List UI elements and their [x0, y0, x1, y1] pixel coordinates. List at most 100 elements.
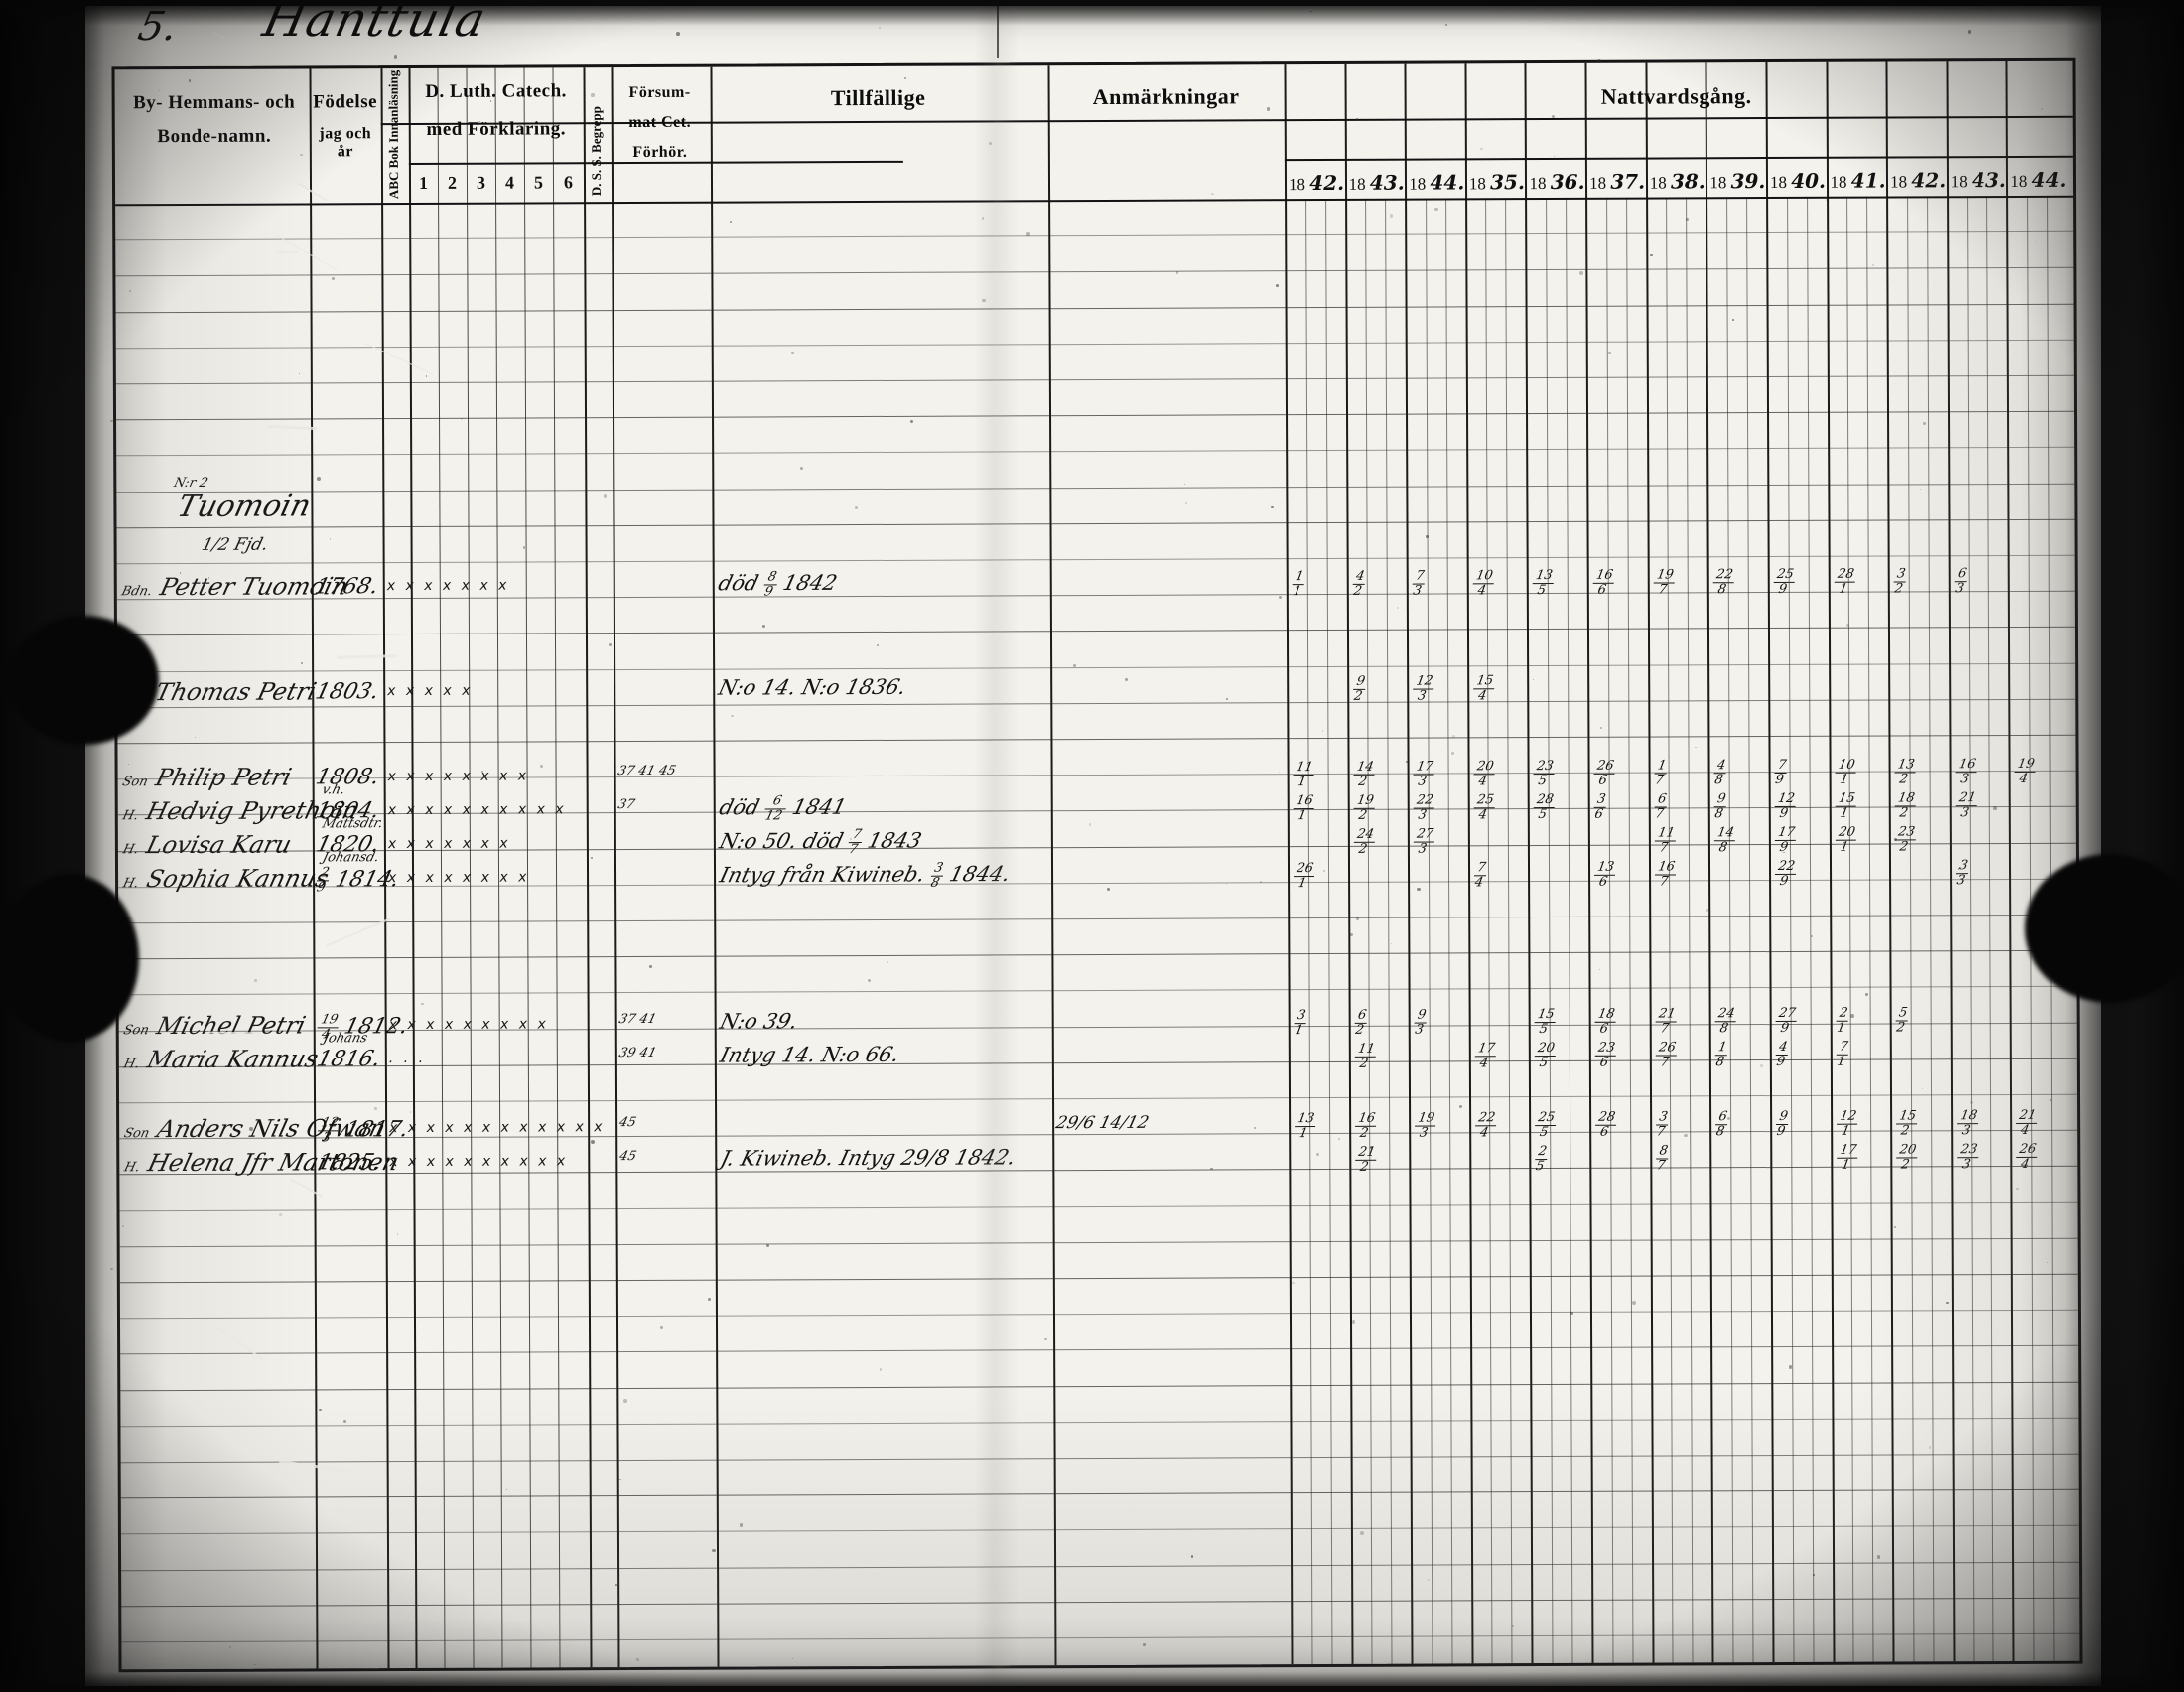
communion-mark-row-michel-petri-1837: 18 6: [1592, 1007, 1618, 1036]
year-col-sep-1838: [1645, 62, 1655, 1663]
scan-speck: [1893, 1225, 1896, 1228]
communion-mark-row-hedvig-pyrethoin-1841: 15 1: [1833, 791, 1858, 820]
entry-missed-row-anders-nils: 45: [617, 1115, 638, 1131]
year-col-sep-1835: [1464, 63, 1474, 1664]
communion-mark-row-anders-nils-1842: 13 1: [1293, 1111, 1318, 1141]
year-label-1841: 18 41.: [1830, 168, 1886, 193]
header-birth-line1: Födelse: [313, 91, 378, 113]
entry-name-row-michel-petri: Son Michel Petri: [121, 1011, 309, 1041]
scan-speck: [1043, 1337, 1047, 1340]
scan-speck: [590, 857, 593, 860]
communion-mark-row-philip-petri-1835: 20 4: [1471, 759, 1497, 788]
catech-col-1-sep: [437, 67, 446, 1668]
scan-speck: [1211, 192, 1214, 196]
communion-mark-row-sophia-kannus-1838: 16 7: [1652, 859, 1678, 889]
communion-mark-row-philip-petri-1842: 11 1: [1291, 760, 1316, 789]
year-tick-1835-1: [1505, 198, 1513, 1664]
entry-marks-row-thomas-petri: x x x x x: [385, 682, 475, 700]
year-label-1843: 18 43.: [1348, 170, 1405, 195]
scan-speck: [739, 1523, 743, 1527]
communion-mark-row-philip-petri-1836: 23 5: [1532, 759, 1558, 788]
scan-speck: [310, 186, 312, 188]
communion-mark-row-petter-tuomoin-1841: 28 1: [1832, 567, 1857, 596]
col-sep-missed: [611, 67, 620, 1668]
scan-speck: [1685, 218, 1689, 222]
entry-temporary-row-maria-kannus: Intyg 14. N:o 66.: [717, 1042, 902, 1067]
entry-farm-label: N:r 2: [172, 475, 210, 492]
scan-speck: [712, 1549, 716, 1553]
col-sep-communion: [1284, 64, 1294, 1665]
header-abc-vertical: ABC Bok Innanläsning: [385, 70, 402, 200]
year-label-1842: 18 42.: [1288, 170, 1345, 196]
scan-speck: [1597, 59, 1602, 63]
entry-name-row-maria-kannus: H. Maria Kannus: [121, 1045, 322, 1074]
year-tick-1838-0: [1666, 197, 1674, 1663]
year-tick-1840-1: [1806, 196, 1815, 1662]
year-label-1838: 18 38.: [1649, 169, 1706, 194]
communion-mark-row-michel-petri-1839: 24 8: [1713, 1006, 1738, 1036]
communion-mark-row-lovisa-karu-1843: 24 2: [1351, 827, 1377, 856]
scan-speck: [1650, 253, 1653, 256]
year-col-sep-1840: [1765, 62, 1775, 1663]
header-catech-line1: D. Luth. Catech.: [425, 80, 567, 102]
year-tick-1838-1: [1686, 197, 1694, 1663]
paper-sheet: 5. Hanttula: [85, 0, 2101, 1686]
communion-mark-row-maria-kannus-1835: 17 4: [1472, 1041, 1498, 1070]
scan-edge-left: [0, 0, 104, 1692]
year-tick-1844-1: [1444, 198, 1453, 1664]
entry-marks-row-lovisa-karu: x x x x x x x: [386, 835, 512, 853]
year-tick-1840-0: [1786, 196, 1795, 1662]
scan-speck: [1143, 1643, 1146, 1646]
scan-speck: [623, 1399, 627, 1403]
communion-mark-row-philip-petri-1837: 26 6: [1591, 759, 1617, 787]
header-missed-line2: mat Cet.: [628, 113, 692, 132]
entry-birth-note-row-lovisa-karu: Mattsdtr.: [320, 816, 385, 832]
catech-number-5: 5: [533, 172, 544, 193]
register-table: By- Hemmans- och Bonde-namn. Födelse jag…: [111, 57, 2083, 1673]
communion-mark-row-hedvig-pyrethoin-1840: 12 9: [1772, 791, 1798, 821]
catech-col-3-sep: [494, 67, 503, 1668]
entry-birth-note-row-maria-kannus: Johans: [321, 1031, 369, 1047]
scan-speck: [609, 642, 612, 646]
scan-speck: [489, 100, 492, 102]
year-label-1839: 18 39.: [1709, 169, 1766, 194]
header-remarks: Anmärkningar: [1092, 83, 1240, 110]
year-col-sep-1839: [1705, 62, 1714, 1663]
scan-speck: [1813, 1574, 1815, 1576]
header-names-line1: By- Hemmans- och: [133, 91, 296, 114]
scan-speck: [591, 93, 595, 97]
scan-speck: [319, 1408, 322, 1412]
communion-mark-row-hedvig-pyrethoin-1843: 21 3: [1953, 790, 1979, 820]
scan-speck: [1810, 935, 1813, 937]
year-tick-1836-0: [1546, 198, 1554, 1664]
scan-speck: [1600, 726, 1603, 729]
scan-speck: [178, 812, 182, 815]
communion-mark-row-thomas-petri-1835: 15 4: [1471, 673, 1497, 703]
catech-number-4: 4: [504, 172, 515, 193]
scan-speck: [1389, 214, 1394, 218]
header-birth-line2: jag och år: [319, 125, 372, 161]
year-label-1840: 18 40.: [1769, 168, 1827, 193]
scan-speck: [649, 964, 652, 968]
entry-birth-note-row-sophia-kannus: Johansd.: [321, 850, 381, 866]
communion-mark-row-sophia-kannus-1842: 26 1: [1292, 861, 1317, 891]
scan-speck: [1434, 207, 1438, 212]
scan-speck: [676, 32, 680, 36]
communion-mark-row-sophia-kannus-1840: 22 9: [1773, 859, 1798, 889]
communion-mark-row-hedvig-pyrethoin-1842: 16 1: [1291, 793, 1316, 823]
year-tick-1842-0: [1906, 196, 1915, 1662]
entry-marks-row-hedvig-pyrethoin: x x x x x x x x x x: [386, 801, 569, 819]
catech-col-4-sep: [523, 67, 532, 1668]
entry-birth-row-helena-martonen: 1825.: [315, 1150, 384, 1176]
communion-mark-row-lovisa-karu-1840: 17 9: [1772, 825, 1798, 855]
communion-mark-row-anders-nils-1843: 18 3: [1954, 1108, 1979, 1138]
scan-speck: [1850, 1014, 1854, 1019]
year-tick-1839-0: [1725, 197, 1734, 1663]
year-col-sep-1842: [1885, 61, 1895, 1662]
scan-speck: [904, 77, 906, 79]
communion-mark-row-michel-petri-1836: 15 5: [1533, 1007, 1559, 1037]
scan-speck: [301, 661, 304, 664]
